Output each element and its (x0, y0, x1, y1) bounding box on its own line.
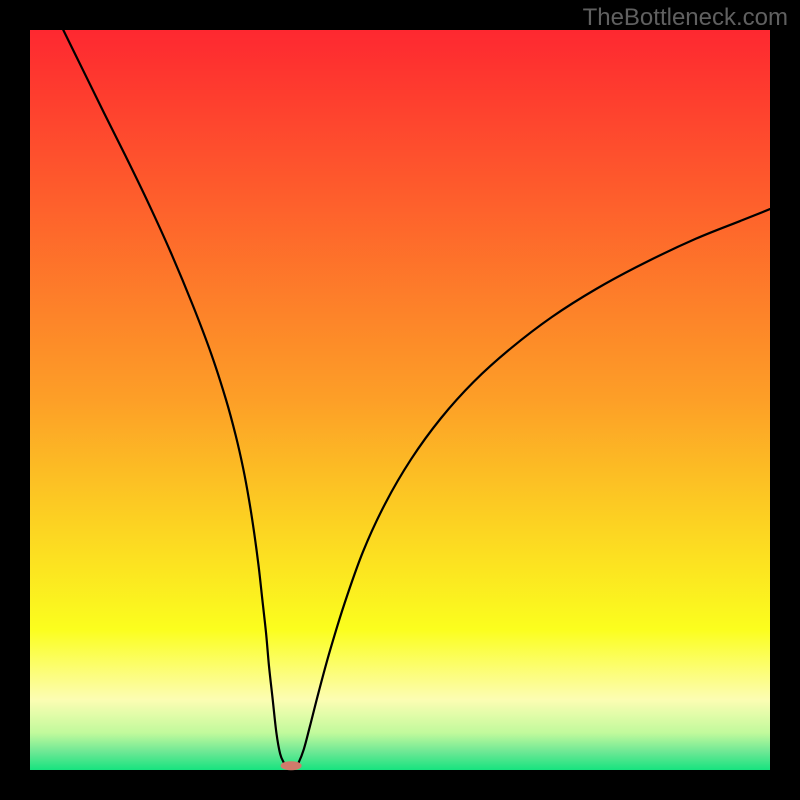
minimum-marker (281, 761, 302, 771)
watermark-text: TheBottleneck.com (583, 4, 788, 32)
curve-path (63, 30, 770, 768)
plot-area (30, 30, 770, 770)
bottleneck-curve (30, 30, 770, 770)
chart-container: TheBottleneck.com (0, 0, 800, 800)
